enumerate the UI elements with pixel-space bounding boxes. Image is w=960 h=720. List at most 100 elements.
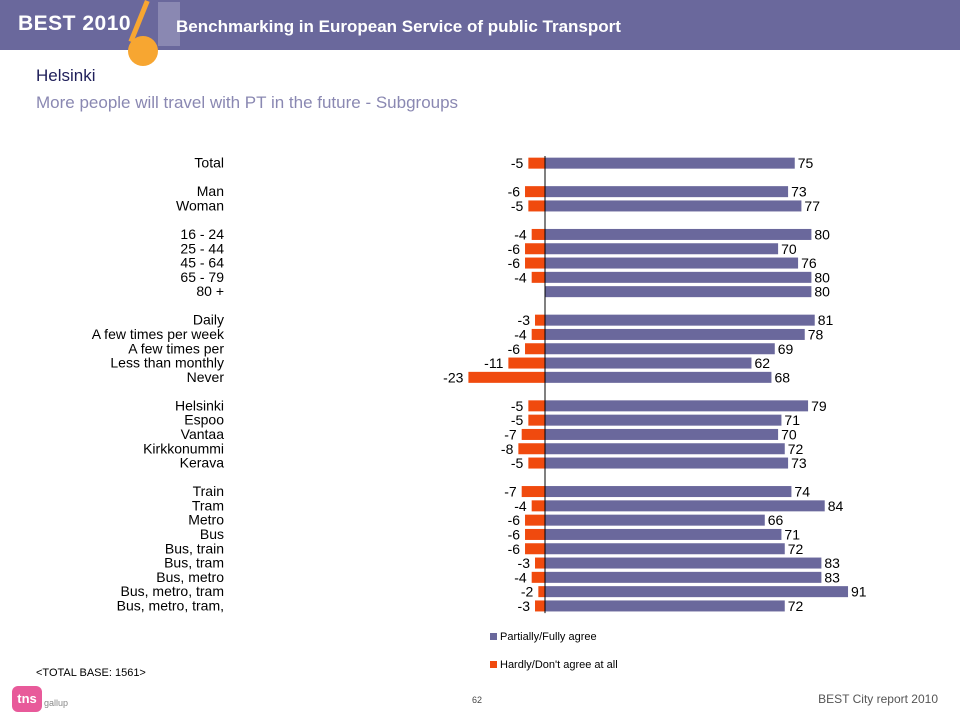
header-title: Benchmarking in European Service of publ… [176,17,621,36]
disagree-bar [528,400,545,412]
agree-bar [545,586,849,598]
category-label: Bus, metro, tram, [117,597,224,613]
agree-bar [545,500,825,512]
agree-value-label: 72 [788,541,804,557]
agree-value-label: 84 [828,498,844,514]
agree-bar [545,228,812,240]
disagree-bar [521,486,545,498]
category-label: Less than monthly [110,355,224,371]
agree-value-label: 81 [818,312,834,328]
agree-value-label: 83 [824,555,840,571]
disagree-bar [531,328,545,340]
category-label: Bus [200,526,224,542]
disagree-value-label: -3 [518,555,531,571]
disagree-bar [535,314,545,326]
agree-bar [545,486,792,498]
agree-bar [545,157,795,169]
category-label: Kirkkonummi [143,440,224,456]
agree-value-label: 72 [788,441,804,457]
category-label: Man [197,183,224,199]
agree-bar [545,443,785,455]
agree-value-label: 73 [791,184,807,200]
disagree-bar [538,586,545,598]
page-number: 62 [472,695,483,705]
agree-bar [545,371,772,383]
disagree-value-label: -4 [514,269,527,285]
disagree-bar [525,343,545,355]
disagree-bar [518,443,545,455]
agree-bar [545,543,785,555]
disagree-bar [525,514,545,526]
agree-bar [545,257,799,269]
disagree-bar [525,528,545,540]
disagree-bar [508,357,545,369]
header-bar: BEST 2010 Benchmarking in European Servi… [0,0,960,66]
disagree-bar [528,457,545,469]
category-label: Total [194,155,224,171]
disagree-value-label: -5 [511,155,524,171]
category-label: Bus, tram [164,555,224,571]
agree-value-label: 74 [794,484,810,500]
disagree-value-label: -7 [504,426,517,442]
disagree-value-label: -11 [484,355,503,371]
agree-bar [545,343,775,355]
category-label: Vantaa [181,426,225,442]
tns-logo: tns [12,686,42,712]
disagree-bar [531,500,545,512]
disagree-bar [531,271,545,283]
page-title: Helsinki [36,66,96,85]
disagree-bar [535,600,545,612]
agree-value-label: 80 [814,269,830,285]
agree-value-label: 71 [784,526,800,542]
disagree-bar [521,428,545,440]
disagree-value-label: -4 [514,569,527,585]
agree-bar [545,200,802,212]
agree-value-label: 76 [801,255,817,271]
agree-bar [545,514,765,526]
disagree-bar [525,257,545,269]
agree-bar [545,571,822,583]
agree-value-label: 69 [778,341,794,357]
disagree-value-label: -5 [511,412,524,428]
agree-bar [545,557,822,569]
agree-value-label: 66 [768,512,784,528]
category-label: A few times per week [92,326,225,342]
agree-value-label: 77 [804,198,820,214]
category-label: Metro [188,512,224,528]
agree-bar [545,328,805,340]
legend-label: Hardly/Don't agree at all [500,659,618,671]
disagree-bar [531,228,545,240]
category-label: 25 - 44 [180,240,224,256]
category-label: Espoo [184,412,224,428]
disagree-bar [528,200,545,212]
legend-swatch [490,661,497,668]
disagree-value-label: -6 [508,512,521,528]
legend-swatch [490,633,497,640]
disagree-value-label: -5 [511,398,524,414]
agree-value-label: 80 [814,284,830,300]
category-label: Daily [193,312,224,328]
agree-bar [545,243,779,255]
category-label: 80 + [196,283,224,299]
disagree-value-label: -4 [514,326,527,342]
disagree-value-label: -2 [521,584,534,600]
accent-dot [128,36,158,66]
category-label: 45 - 64 [180,255,224,271]
category-label: Woman [176,197,224,213]
agree-bar [545,428,779,440]
total-base-note: <TOTAL BASE: 1561> [36,667,146,679]
disagree-bar [525,543,545,555]
disagree-bar [528,157,545,169]
category-label: Train [193,483,224,499]
header-photo [158,2,180,46]
agree-value-label: 72 [788,598,804,614]
category-label: Tram [192,497,224,513]
brand-label: BEST 2010 [18,12,132,35]
disagree-bar [525,243,545,255]
agree-bar [545,457,789,469]
disagree-value-label: -23 [443,369,463,385]
category-label: A few times per [128,340,224,356]
bar-chart: Total 75 -5 Man 73 -6 Woman 77 -5 16 - 24 80 -4 25 -… [92,155,867,671]
disagree-value-label: -3 [518,312,531,328]
disagree-value-label: -6 [508,184,521,200]
